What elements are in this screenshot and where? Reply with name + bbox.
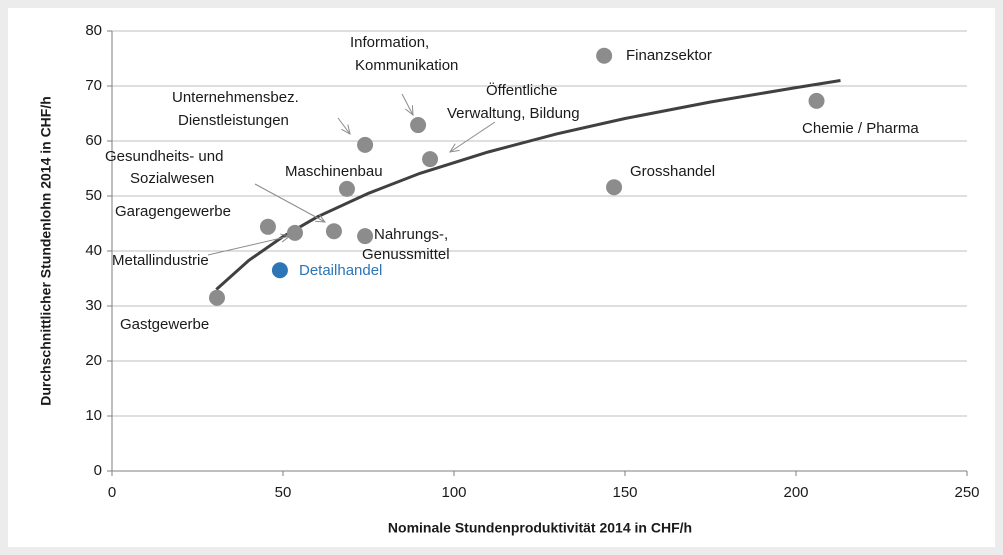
x-tick-label: 150 [612,484,637,501]
y-tick-label: 50 [85,187,102,204]
point-label: Grosshandel [630,163,715,180]
point-label: Kommunikation [355,57,458,74]
point [410,117,427,134]
y-tick-label: 70 [85,77,102,94]
point-label: Maschinenbau [285,163,383,180]
point [286,224,303,241]
point [422,151,439,168]
point-label: Verwaltung, Bildung [447,105,580,122]
point-label: Gesundheits- und [105,148,223,165]
point-label: Metallindustrie [112,252,209,269]
point [259,218,276,235]
point [338,180,355,197]
y-tick-label: 40 [85,242,102,259]
y-tick-label: 20 [85,352,102,369]
point-label: Nahrungs-, [374,226,448,243]
leader-line [450,121,496,152]
y-tick-label: 30 [85,297,102,314]
point [325,223,342,240]
point [357,228,374,245]
point-label: Dienstleistungen [178,112,289,129]
point-label: Information, [350,34,429,51]
point [271,262,288,279]
y-axis-title: Durchschnittlicher Stundenlohn 2014 in C… [38,96,54,406]
point-label: Gastgewerbe [120,316,209,333]
leader-line [207,236,290,256]
point [606,179,623,196]
point-label: Unternehmensbez. [172,89,299,106]
point-label: Chemie / Pharma [802,120,919,137]
x-tick-label: 100 [441,484,466,501]
point-label: Garagengewerbe [115,203,231,220]
x-axis-title: Nominale Stundenproduktivität 2014 in CH… [388,520,692,536]
y-tick-label: 60 [85,132,102,149]
point [357,136,374,153]
y-tick-label: 0 [94,462,102,479]
x-tick-label: 50 [275,484,292,501]
y-tick-label: 80 [85,22,102,39]
leader-line [401,93,413,115]
point [808,92,825,109]
point-label: Sozialwesen [130,170,214,187]
point-label: Detailhandel [299,262,382,279]
point-label: Finanzsektor [626,47,712,64]
point [208,289,225,306]
point-label: Öffentliche [486,81,557,99]
x-tick-label: 250 [954,484,979,501]
x-tick-label: 0 [108,484,116,501]
x-tick-label: 200 [783,484,808,501]
y-tick-label: 10 [85,407,102,424]
chart-panel [8,8,995,547]
point-label: Genussmittel [362,246,450,263]
point [596,47,613,64]
leader-line [254,183,325,222]
trendline [215,79,841,291]
leader-line [337,117,350,134]
